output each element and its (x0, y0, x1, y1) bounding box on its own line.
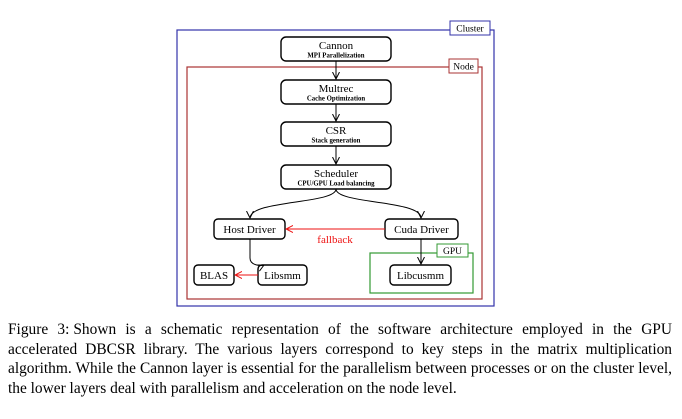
scheduler-box: Scheduler CPU/GPU Load balancing (280, 164, 392, 190)
blas-title: BLAS (200, 270, 228, 282)
libsmm-title: Libsmm (264, 270, 301, 282)
cluster-region (176, 29, 495, 307)
multrec-box: Multrec Cache Optimization (280, 79, 392, 105)
cannon-subtitle: MPI Parallelization (307, 53, 364, 60)
node-label-box (448, 58, 479, 74)
node-label: Node (453, 63, 474, 73)
host-driver-box: Host Driver (213, 218, 286, 240)
libcusmm-title: Libcusmm (397, 270, 444, 282)
arrow-scheduler-cuda (335, 188, 421, 218)
libsmm-box: Libsmm (257, 264, 308, 286)
cannon-box: Cannon MPI Parallelization (280, 36, 392, 62)
arrow-scheduler-host (250, 188, 337, 218)
node-region (186, 66, 483, 300)
gpu-label-box (436, 243, 469, 258)
cuda-driver-box: Cuda Driver (384, 218, 459, 240)
caption-label: Figure 3: (8, 321, 70, 338)
fallback-label: fallback (317, 234, 353, 246)
scheduler-subtitle: CPU/GPU Load balancing (297, 181, 375, 188)
caption-text: Shown is a schematic representation of t… (8, 321, 672, 397)
arrow-host-libsmm (249, 239, 264, 265)
figure-caption: Figure 3: Shown is a schematic representa… (8, 320, 672, 398)
host-driver-title: Host Driver (223, 224, 276, 236)
cannon-title: Cannon (319, 40, 354, 52)
blas-box: BLAS (193, 264, 235, 286)
scheduler-title: Scheduler (314, 168, 358, 180)
gpu-label: GPU (443, 247, 462, 257)
libcusmm-box: Libcusmm (389, 264, 452, 286)
csr-subtitle: Stack generation (312, 138, 361, 145)
cluster-label: Cluster (456, 25, 484, 35)
csr-title: CSR (326, 125, 347, 137)
cuda-driver-title: Cuda Driver (394, 224, 449, 236)
multrec-subtitle: Cache Optimization (307, 96, 366, 103)
multrec-title: Multrec (319, 83, 354, 95)
csr-box: CSR Stack generation (280, 121, 392, 147)
architecture-diagram: Cluster Node GPU Cannon MPI Parallelizat… (176, 20, 495, 307)
cluster-label-box (449, 20, 491, 36)
